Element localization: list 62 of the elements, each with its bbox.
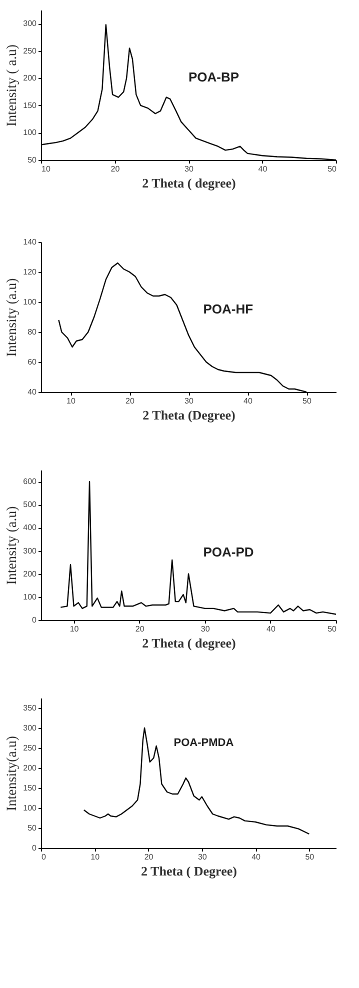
y-tick-label: 120 bbox=[23, 268, 38, 276]
y-tick-label: 100 bbox=[23, 298, 38, 306]
x-tick-label: 30 bbox=[198, 852, 208, 862]
x-tick-label: 50 bbox=[328, 624, 338, 634]
x-tick-label: 40 bbox=[266, 624, 276, 634]
y-tick-label: 350 bbox=[23, 704, 38, 712]
y-tick-label: 250 bbox=[23, 46, 38, 56]
x-tick-label: 0 bbox=[42, 852, 46, 862]
y-axis-title: Intensity(a.u) bbox=[5, 736, 20, 812]
y-axis-title: Intensity ( a.u) bbox=[5, 44, 20, 127]
x-tick-label: 20 bbox=[110, 164, 120, 174]
y-tick-label: 250 bbox=[23, 744, 38, 752]
line-series bbox=[60, 480, 336, 615]
x-tick-label: 40 bbox=[252, 852, 262, 862]
series-label: POA-HF bbox=[203, 302, 254, 316]
series-label: POA-PMDA bbox=[174, 737, 234, 749]
y-tick-label: 0 bbox=[32, 616, 38, 624]
y-tick-label: 200 bbox=[23, 764, 38, 772]
x-tick-label: 20 bbox=[126, 396, 135, 406]
x-tick-label: 30 bbox=[184, 164, 194, 174]
x-tick-label: 50 bbox=[305, 852, 315, 862]
x-axis-title: 2 Theta ( degree) bbox=[142, 636, 236, 650]
y-tick-label: 80 bbox=[28, 328, 38, 336]
y-tick-label: 60 bbox=[28, 358, 38, 366]
y-tick-label: 150 bbox=[23, 100, 38, 110]
series-label: POA-PD bbox=[203, 544, 254, 560]
y-tick-label: 140 bbox=[23, 238, 38, 246]
y-tick-label: 100 bbox=[23, 804, 38, 812]
x-tick-label: 30 bbox=[200, 624, 210, 634]
x-tick-label: 10 bbox=[70, 624, 80, 634]
x-tick-label: 20 bbox=[135, 624, 145, 634]
y-tick-label: 200 bbox=[23, 74, 38, 83]
y-tick-label: 50 bbox=[28, 824, 38, 832]
x-tick-label: 30 bbox=[184, 396, 194, 406]
x-axis-title: 2 Theta ( Degree) bbox=[141, 864, 237, 878]
x-tick-label: 40 bbox=[244, 396, 253, 406]
x-axis-title: 2 Theta ( degree) bbox=[142, 176, 236, 190]
y-axis-title: Intensity (a.u) bbox=[5, 506, 20, 585]
x-tick-label: 50 bbox=[328, 164, 338, 174]
y-tick-label: 300 bbox=[23, 724, 38, 732]
line-series bbox=[83, 727, 310, 835]
x-tick-label: 50 bbox=[302, 396, 312, 406]
y-tick-label: 200 bbox=[23, 569, 38, 578]
y-tick-label: 50 bbox=[28, 156, 38, 164]
x-tick-label: 10 bbox=[66, 396, 76, 406]
y-tick-label: 150 bbox=[23, 784, 38, 792]
x-tick-label: 10 bbox=[90, 852, 100, 862]
y-tick-label: 300 bbox=[23, 19, 38, 28]
y-tick-label: 40 bbox=[28, 388, 38, 396]
y-tick-label: 100 bbox=[23, 128, 38, 138]
y-tick-label: 300 bbox=[23, 546, 38, 556]
x-tick-label: 20 bbox=[144, 852, 154, 862]
y-tick-label: 100 bbox=[23, 592, 38, 602]
x-tick-label: 40 bbox=[258, 164, 268, 174]
x-tick-label: 10 bbox=[42, 164, 51, 174]
series-label: POA-BP bbox=[188, 70, 240, 84]
y-tick-label: 400 bbox=[23, 523, 38, 532]
y-tick-label: 500 bbox=[23, 500, 38, 510]
y-axis-title: Intensity (a.u) bbox=[5, 278, 20, 357]
y-tick-label: 600 bbox=[23, 477, 38, 486]
x-axis-title: 2 Theta (Degree) bbox=[142, 408, 236, 422]
y-tick-label: 0 bbox=[32, 844, 38, 852]
